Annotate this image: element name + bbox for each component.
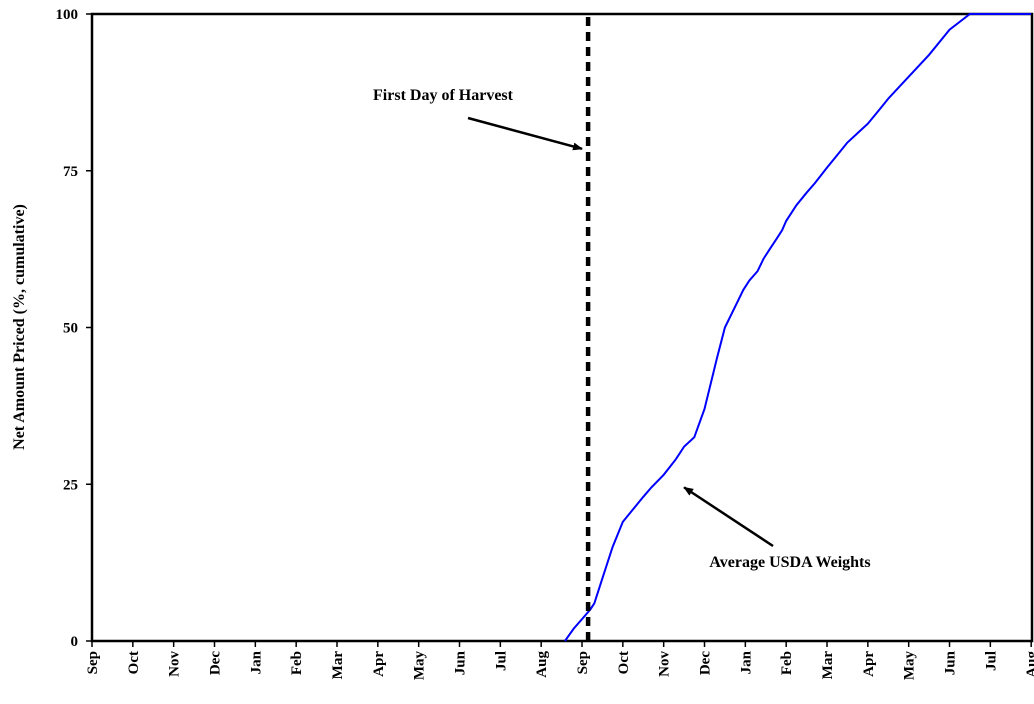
x-tick-label: Dec <box>698 651 714 675</box>
x-tick-label: Aug <box>534 651 550 678</box>
x-tick-label: Mar <box>330 651 346 680</box>
x-tick-label: Dec <box>208 651 224 675</box>
x-tick-label: Feb <box>289 651 305 675</box>
y-tick-label: 0 <box>71 634 79 650</box>
x-tick-label: Jan <box>248 650 264 674</box>
x-tick-label: Mar <box>820 651 836 680</box>
series-layer <box>564 13 1032 642</box>
x-axis: Sep Oct Nov Dec Jan Feb Mar Apr May Jun Jul Aug Sep O… <box>85 641 1034 680</box>
x-tick-label: Oct <box>126 651 142 674</box>
annotation-arrow <box>683 486 774 548</box>
annotation-arrow <box>467 116 583 151</box>
x-tick-label: Jul <box>493 651 509 671</box>
x-tick-label: Jul <box>983 651 999 671</box>
y-tick-label: 100 <box>56 7 79 23</box>
x-tick-label: Jan <box>738 650 754 674</box>
x-tick-label: Jun <box>453 650 469 675</box>
annotation-label: First Day of Harvest <box>373 87 514 104</box>
x-tick-label: Feb <box>779 651 795 675</box>
x-tick-label: Nov <box>167 651 183 677</box>
x-tick-label: Sep <box>575 651 591 674</box>
x-tick-label: May <box>902 651 918 681</box>
y-axis: 0 25 50 75 100 <box>56 7 92 650</box>
x-tick-label: May <box>412 651 428 681</box>
annotations: First Day of Harvest Average USDA Weights <box>373 87 871 571</box>
y-tick-label: 50 <box>63 321 78 337</box>
x-tick-label: Sep <box>85 651 101 674</box>
y-axis-title: Net Amount Priced (%, cumulative) <box>11 204 28 450</box>
x-tick-label: Aug <box>1024 651 1034 678</box>
y-tick-label: 25 <box>63 477 78 493</box>
x-tick-label: Jun <box>943 650 959 675</box>
annotation-label: Average USDA Weights <box>709 554 870 571</box>
x-tick-label: Oct <box>616 651 632 674</box>
plot-area <box>90 12 1034 643</box>
x-tick-label: Nov <box>657 651 673 677</box>
y-tick-label: 75 <box>63 164 78 180</box>
series-line <box>564 13 1032 642</box>
x-tick-label: Apr <box>371 651 387 677</box>
x-tick-label: Apr <box>861 651 877 677</box>
